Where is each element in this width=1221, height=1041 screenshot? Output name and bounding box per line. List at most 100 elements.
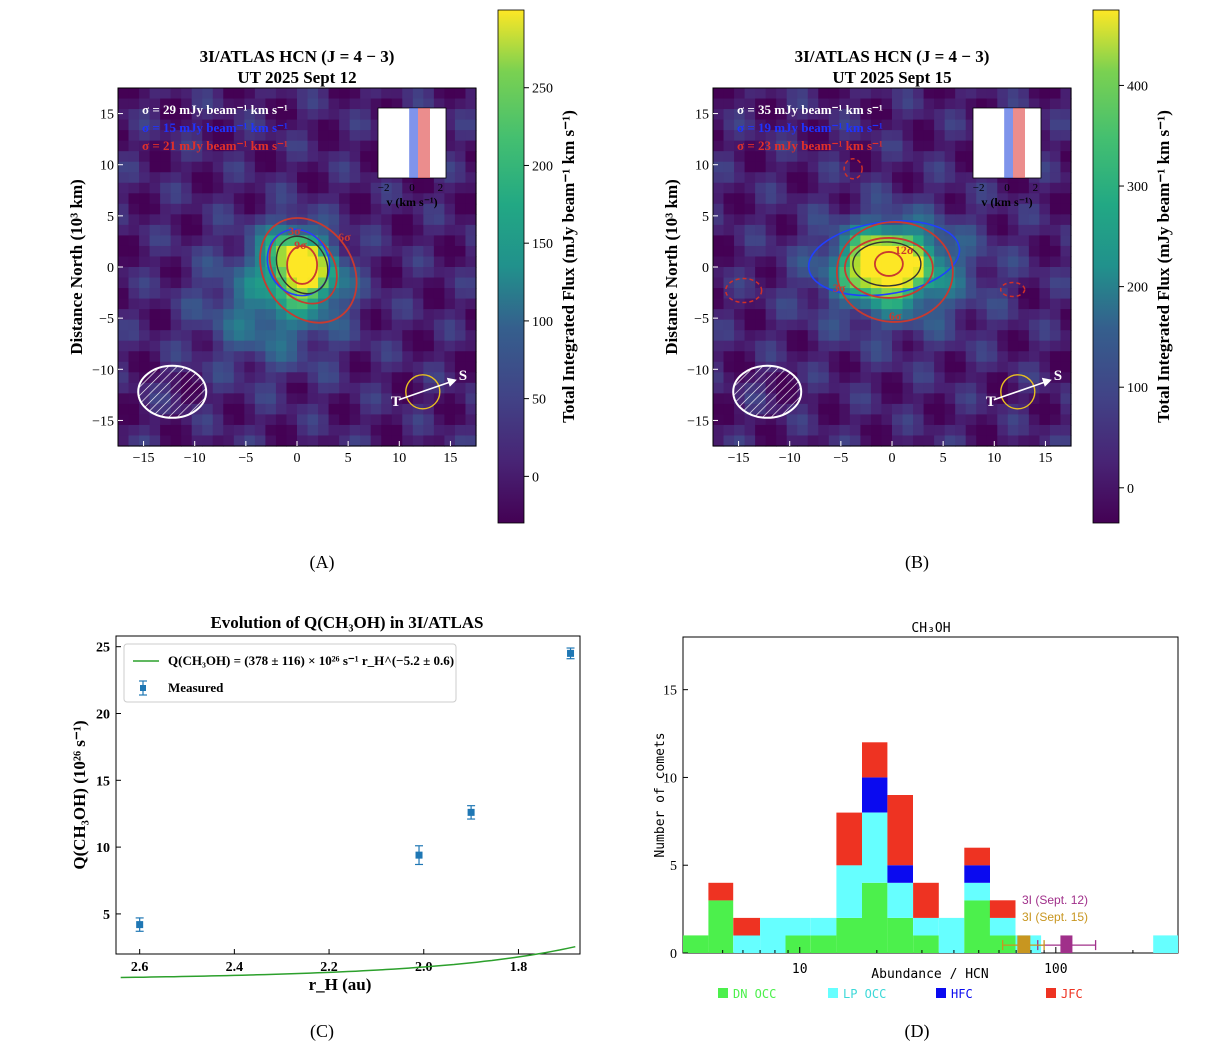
heatmap-cell (254, 140, 267, 152)
heatmap-cell (870, 119, 883, 131)
heatmap-cell (807, 161, 819, 173)
heatmap-cell (944, 361, 956, 373)
y-tick-label: 0 (702, 261, 709, 276)
heatmap-cell (444, 161, 456, 173)
heatmap-cell (181, 245, 193, 258)
histogram-bar-jfc (708, 882, 734, 901)
heatmap-cell (233, 277, 245, 289)
heatmap-cell (997, 182, 1009, 194)
heatmap-cell (944, 140, 956, 152)
heatmap-cell (360, 414, 372, 426)
heatmap-cell (181, 298, 193, 310)
heatmap-cell (444, 309, 456, 321)
heatmap-cell (212, 288, 224, 300)
heatmap-cell (360, 372, 372, 384)
heatmap-cell (923, 245, 935, 258)
heatmap-cell (318, 361, 330, 373)
heatmap-cell (849, 424, 862, 437)
heatmap-cell (1049, 288, 1062, 300)
heatmap-cell (860, 130, 872, 142)
heatmap-cell (454, 277, 467, 289)
heatmap-cell (202, 330, 214, 342)
heatmap-cell (828, 88, 840, 100)
heatmap-cell (807, 130, 819, 142)
heatmap-cell (223, 109, 235, 121)
heatmap-cell (465, 414, 477, 426)
heatmap-cell (976, 214, 988, 226)
heatmap-cell (892, 98, 904, 110)
heatmap-cell (923, 340, 935, 352)
legend-fit-label: Q(CH₃OH) = (378 ± 116) × 10²⁶ s⁻¹ r_H^(−… (168, 653, 454, 668)
heatmap-cell (892, 256, 904, 268)
heatmap-cell (913, 256, 925, 268)
heatmap-cell (391, 224, 403, 237)
panel-d-ylabel: Number of comets (653, 732, 668, 857)
heatmap-cell (818, 203, 830, 215)
x-tick-label: −5 (833, 451, 848, 466)
heatmap-cell (160, 319, 172, 331)
heatmap-cell (1018, 435, 1030, 447)
heatmap-cell (275, 109, 288, 121)
heatmap-cell (412, 277, 424, 289)
heatmap-cell (1060, 382, 1072, 394)
heatmap-cell (275, 88, 288, 100)
heatmap-cell (786, 277, 798, 289)
heatmap-cell (318, 151, 330, 163)
heatmap-cell (191, 88, 203, 100)
heatmap-cell (328, 245, 340, 258)
heatmap-cell (713, 330, 725, 342)
heatmap-cell (955, 424, 967, 437)
heatmap-cell (128, 414, 140, 426)
heatmap-cell (370, 245, 382, 258)
heatmap-cell (254, 235, 267, 247)
heatmap-cell (1018, 372, 1030, 384)
heatmap-cell (412, 351, 424, 363)
heatmap-cell (713, 140, 725, 152)
heatmap-cell (402, 256, 414, 268)
heatmap-cell (254, 403, 267, 416)
heatmap-cell (713, 98, 725, 110)
heatmap-cell (212, 267, 224, 279)
heatmap-cell (286, 151, 298, 163)
heatmap-cell (160, 203, 172, 215)
heatmap-cell (1060, 414, 1072, 426)
heatmap-cell (976, 256, 988, 268)
heatmap-cell (870, 203, 883, 215)
heatmap-cell (139, 203, 151, 215)
heatmap-cell (265, 224, 277, 237)
heatmap-cell (849, 214, 862, 226)
heatmap-cell (892, 182, 904, 194)
heatmap-cell (1028, 288, 1041, 300)
heatmap-cell (902, 193, 914, 205)
heatmap-cell (1039, 309, 1051, 321)
heatmap-cell (786, 414, 798, 426)
heatmap-cell (723, 414, 735, 426)
heatmap-cell (723, 267, 735, 279)
heatmap-cell (765, 319, 777, 331)
heatmap-cell (360, 161, 372, 173)
heatmap-cell (1007, 98, 1019, 110)
heatmap-cell (181, 182, 193, 194)
heatmap-cell (839, 119, 851, 131)
heatmap-cell (191, 235, 203, 247)
sigma-annotation: σ = 35 mJy beam⁻¹ km s⁻¹ (737, 102, 883, 117)
heatmap-cell (444, 288, 456, 300)
heatmap-cell (881, 119, 893, 131)
heatmap-cell (828, 161, 840, 173)
heatmap-cell (797, 288, 809, 300)
heatmap-cell (191, 182, 203, 194)
heatmap-cell (1049, 161, 1062, 173)
heatmap-cell (1049, 203, 1062, 215)
heatmap-cell (807, 151, 819, 163)
heatmap-cell (181, 267, 193, 279)
heatmap-cell (423, 98, 435, 110)
heatmap-cell (934, 140, 946, 152)
heatmap-cell (254, 288, 267, 300)
heatmap-cell (839, 361, 851, 373)
heatmap-cell (444, 109, 456, 121)
heatmap-cell (128, 393, 140, 405)
heatmap-cell (328, 214, 340, 226)
heatmap-cell (328, 330, 340, 342)
y-tick-label: 10 (695, 159, 709, 174)
heatmap-cell (233, 130, 245, 142)
